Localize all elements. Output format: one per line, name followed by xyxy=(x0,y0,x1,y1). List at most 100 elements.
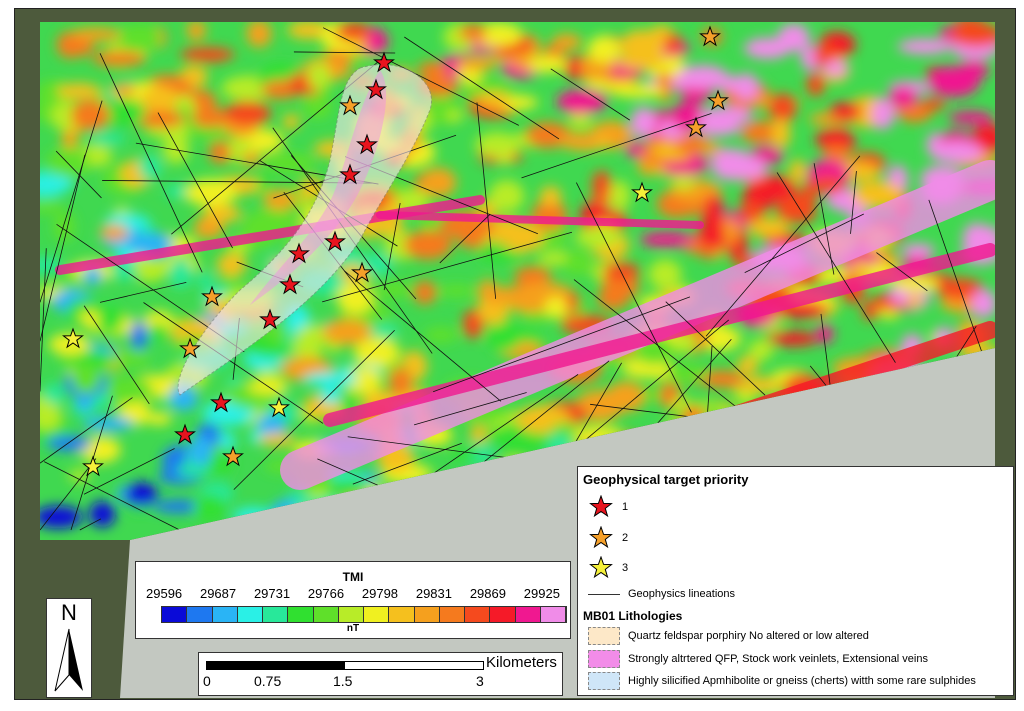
tmi-anomaly xyxy=(799,199,816,223)
target-star-priority-3[interactable] xyxy=(631,181,653,203)
geophysics-lineation xyxy=(40,458,97,531)
target-star-priority-1[interactable] xyxy=(324,230,346,252)
tmi-anomaly xyxy=(71,363,101,395)
legend-label: 3 xyxy=(622,562,629,574)
tmi-anomaly xyxy=(486,321,522,352)
tmi-anomaly xyxy=(558,132,601,151)
target-star-priority-2[interactable] xyxy=(201,285,223,307)
target-star-priority-1[interactable] xyxy=(210,391,232,413)
tmi-anomaly xyxy=(501,221,544,253)
tmi-anomaly xyxy=(587,35,621,63)
tmi-anomaly xyxy=(525,55,568,73)
tmi-anomaly xyxy=(457,56,498,71)
tmi-anomaly xyxy=(906,294,924,308)
target-star-priority-2[interactable] xyxy=(222,445,244,467)
tmi-anomaly xyxy=(458,23,488,42)
tmi-anomaly xyxy=(369,323,400,339)
geophysics-lineation xyxy=(744,213,864,274)
target-star-priority-1[interactable] xyxy=(279,273,301,295)
tmi-anomaly xyxy=(616,53,666,70)
geophysics-lineation xyxy=(322,27,519,126)
tmi-anomaly xyxy=(130,321,148,351)
tmi-anomaly xyxy=(789,159,806,184)
scale-unit: Kilometers xyxy=(486,654,557,671)
ramp-class xyxy=(288,607,314,622)
target-star-priority-2[interactable] xyxy=(351,261,373,283)
legend-lineations: Geophysics lineations xyxy=(588,588,735,600)
legend-priority-3: 3 xyxy=(588,556,628,580)
legend-label: Geophysics lineations xyxy=(628,588,736,600)
legend-lithology: Highly silicified Apmhibolite or gneiss … xyxy=(588,672,976,690)
target-star-priority-1[interactable] xyxy=(174,423,196,445)
tmi-anomaly xyxy=(51,101,79,131)
tmi-anomaly xyxy=(816,324,834,344)
legend-label: 2 xyxy=(622,532,629,544)
geophysics-lineation xyxy=(43,461,180,531)
tmi-anomaly xyxy=(469,424,488,443)
tmi-anomaly xyxy=(93,303,124,334)
tmi-anomaly xyxy=(83,266,103,286)
target-star-priority-2[interactable] xyxy=(707,89,729,111)
tmi-anomaly xyxy=(193,216,225,239)
tmi-anomaly xyxy=(303,94,332,119)
geophysics-lineation xyxy=(55,150,102,199)
geophysics-lineation xyxy=(521,112,712,179)
tmi-anomaly xyxy=(193,494,226,522)
tmi-anomaly xyxy=(97,98,147,126)
tmi-anomaly xyxy=(420,167,457,198)
target-star-priority-3[interactable] xyxy=(62,327,84,349)
yellow-star-icon xyxy=(589,556,613,579)
target-star-priority-1[interactable] xyxy=(259,308,281,330)
tmi-anomaly xyxy=(475,132,520,158)
geophysics-lineation xyxy=(665,301,766,396)
tmi-anomaly xyxy=(748,218,790,238)
target-star-priority-1[interactable] xyxy=(288,242,310,264)
tmi-anomaly xyxy=(76,393,93,412)
target-star-priority-2[interactable] xyxy=(179,337,201,359)
north-label: N xyxy=(61,600,77,625)
geophysics-lineation xyxy=(322,231,573,303)
target-star-priority-1[interactable] xyxy=(373,51,395,73)
ramp-class xyxy=(540,607,566,622)
tmi-anomaly xyxy=(256,414,287,435)
geophysics-lineation xyxy=(550,68,631,121)
target-star-priority-2[interactable] xyxy=(699,25,721,47)
tmi-anomaly xyxy=(823,61,848,75)
tmi-anomaly xyxy=(247,380,289,395)
tmi-anomaly xyxy=(664,33,683,54)
target-star-priority-1[interactable] xyxy=(365,78,387,100)
tmi-anomaly xyxy=(715,155,768,180)
ramp-class xyxy=(162,607,188,622)
legend-label: Highly silicified Apmhibolite or gneiss … xyxy=(628,675,976,687)
tmi-anomaly xyxy=(99,224,129,241)
tmi-anomaly xyxy=(203,48,225,63)
ramp-class xyxy=(465,607,491,622)
geophysics-lineation xyxy=(571,362,622,449)
tmi-anomaly xyxy=(551,33,582,50)
line-symbol xyxy=(588,593,620,595)
target-star-priority-1[interactable] xyxy=(339,163,361,185)
target-star-priority-3[interactable] xyxy=(268,396,290,418)
tmi-anomaly xyxy=(375,280,412,299)
target-star-priority-2[interactable] xyxy=(339,94,361,116)
target-star-priority-2[interactable] xyxy=(685,116,707,138)
tmi-anomaly xyxy=(704,195,724,212)
geophysics-lineation xyxy=(40,100,103,303)
ramp-class xyxy=(313,607,339,622)
tmi-anomaly xyxy=(262,152,315,174)
tmi-anomaly xyxy=(767,331,820,347)
tmi-anomaly xyxy=(148,322,168,342)
ramp-class xyxy=(414,607,440,622)
tmi-anomaly xyxy=(258,433,296,447)
tmi-anomaly-band xyxy=(55,195,485,275)
tmi-anomaly xyxy=(191,106,228,128)
tmi-anomaly xyxy=(568,113,593,129)
tmi-anomaly xyxy=(769,93,797,124)
target-star-priority-1[interactable] xyxy=(356,133,378,155)
tmi-anomaly xyxy=(336,282,375,314)
target-star-priority-3[interactable] xyxy=(82,455,104,477)
ramp-class xyxy=(490,607,516,622)
tmi-anomaly xyxy=(810,176,846,195)
tmi-anomaly xyxy=(701,208,725,231)
tmi-anomaly xyxy=(353,337,401,368)
